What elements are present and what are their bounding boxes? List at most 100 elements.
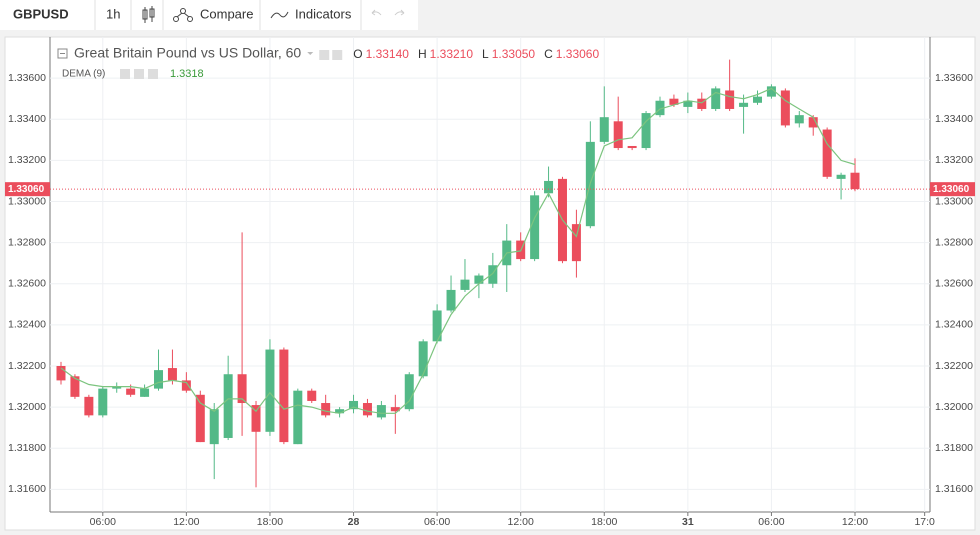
candle-body: [84, 396, 94, 416]
candle-body: [251, 405, 261, 432]
y-tick-label: 1.32200: [8, 360, 46, 372]
candle-body: [376, 405, 386, 418]
ohlc-value: 1.33140: [366, 47, 410, 61]
indicator-line: [60, 87, 856, 414]
last-price-box: [5, 182, 50, 197]
candle-body: [627, 145, 637, 149]
last-price-label: 1.33060: [8, 184, 45, 195]
y-tick-label: 1.31600: [8, 483, 46, 495]
ohlc-key: L: [482, 47, 489, 61]
x-tick-label: 18:00: [257, 516, 283, 528]
candle-body: [223, 374, 233, 438]
y-tick-label: 1.31600: [935, 483, 973, 495]
x-tick-label: 06:00: [90, 516, 116, 528]
interval[interactable]: 1h: [106, 6, 120, 21]
y-tick-label: 1.32600: [935, 278, 973, 290]
candle-body: [126, 388, 136, 395]
candle-body: [70, 376, 80, 397]
y-tick-label: 1.32000: [8, 401, 46, 413]
legend-icon: [332, 50, 343, 60]
last-price-label: 1.33060: [933, 184, 970, 195]
x-tick-label: 06:00: [758, 516, 784, 528]
indicators-button[interactable]: Indicators: [295, 6, 352, 21]
candle-body: [725, 90, 735, 109]
x-tick-label: 28: [348, 516, 360, 528]
y-tick-label: 1.32800: [8, 236, 46, 248]
candle-body: [669, 98, 679, 105]
indicator-hide[interactable]: [134, 69, 144, 79]
candle-body: [432, 310, 442, 342]
undo-button[interactable]: [371, 9, 382, 16]
candle-body: [571, 224, 581, 262]
candle-body: [711, 88, 721, 109]
chart-style-button[interactable]: [142, 6, 155, 23]
y-tick-label: 1.32400: [935, 319, 973, 331]
y-tick-label: 1.33400: [935, 113, 973, 125]
candle-body: [697, 98, 707, 109]
candle-body: [822, 129, 832, 177]
candle-body: [56, 366, 66, 381]
chart-title: Great Britain Pound vs US Dollar, 60: [74, 45, 301, 61]
compare-button[interactable]: Compare: [200, 6, 253, 21]
candle-body: [808, 117, 818, 128]
candle-body: [362, 403, 372, 416]
ohlc-value: 1.33210: [430, 47, 474, 61]
x-tick-label: 06:00: [424, 516, 450, 528]
ohlc-key: H: [418, 47, 427, 61]
y-tick-label: 1.31800: [935, 442, 973, 454]
compare-icon[interactable]: [173, 8, 193, 22]
y-tick-label: 1.32200: [935, 360, 973, 372]
candle-body: [321, 403, 331, 416]
indicator-settings[interactable]: [120, 69, 130, 79]
y-tick-label: 1.33000: [935, 195, 973, 207]
last-price-box: [930, 182, 975, 197]
y-tick-label: 1.32000: [935, 401, 973, 413]
candle-body: [418, 341, 428, 377]
candle-body: [641, 113, 651, 149]
ohlc-value: 1.33060: [556, 47, 600, 61]
y-tick-label: 1.33600: [935, 72, 973, 84]
symbol[interactable]: GBPUSD: [13, 6, 69, 21]
candle-body: [195, 394, 205, 443]
y-tick-label: 1.32600: [8, 278, 46, 290]
candle-body: [237, 374, 247, 404]
toolbar: [0, 0, 418, 30]
y-tick-label: 1.33200: [935, 154, 973, 166]
indicator-remove[interactable]: [148, 69, 158, 79]
indicator-name: DEMA (9): [62, 69, 105, 80]
candle-body: [209, 409, 219, 445]
candle-body: [780, 90, 790, 126]
candle-body: [794, 115, 804, 124]
candle-body: [753, 96, 762, 103]
y-tick-label: 1.32400: [8, 319, 46, 331]
y-tick-label: 1.33600: [8, 72, 46, 84]
candle-body: [404, 374, 414, 410]
ohlc-key: O: [353, 47, 362, 61]
candle-body: [140, 388, 150, 397]
indicators-icon[interactable]: [270, 11, 289, 19]
x-tick-label: 31: [682, 516, 694, 528]
candle-body: [446, 289, 456, 311]
candle-body: [181, 380, 191, 391]
candle-body: [460, 279, 470, 290]
x-tick-label: 12:00: [173, 516, 199, 528]
candle-body: [655, 100, 665, 116]
y-tick-label: 1.33400: [8, 113, 46, 125]
legend-icon: [319, 50, 330, 60]
candle-body: [167, 368, 177, 381]
candle-body: [98, 388, 108, 416]
candle-body: [683, 100, 693, 107]
candle-body: [112, 386, 122, 389]
candle-body: [154, 370, 164, 389]
candle-body: [544, 180, 554, 194]
x-tick-label: 12:00: [508, 516, 534, 528]
y-tick-label: 1.32800: [935, 236, 973, 248]
candle-body: [766, 86, 776, 97]
y-tick-label: 1.31800: [8, 442, 46, 454]
candle-body: [390, 407, 400, 412]
y-tick-label: 1.33000: [8, 195, 46, 207]
redo-button[interactable]: [394, 9, 405, 16]
x-tick-label: 17:0: [914, 516, 935, 528]
collapse-button[interactable]: [57, 48, 68, 59]
